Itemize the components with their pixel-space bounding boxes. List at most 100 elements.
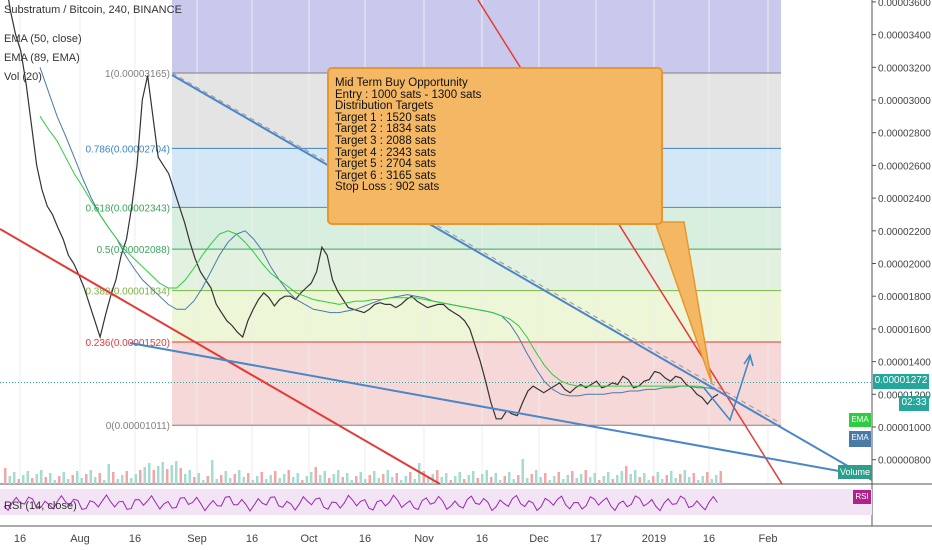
volume-bar <box>179 468 182 484</box>
volume-bar <box>31 478 34 484</box>
x-axis: 16 Aug 16 Sep 16 Oct 16 Nov 16 Dec 17 2019 16 Feb <box>14 533 778 545</box>
volume-bar <box>373 471 376 484</box>
y-tick-label: 0.00003600 <box>878 0 931 9</box>
volume-bar <box>265 479 268 484</box>
volume-bar <box>436 470 439 484</box>
fib-label: 0.236(0.00001520) <box>85 338 170 349</box>
volume-bar <box>652 476 655 484</box>
y-tick-label: 0.00002800 <box>878 129 931 140</box>
volume-bar <box>62 472 65 484</box>
volume-bar <box>328 478 331 484</box>
y-tick-label: 0.00003000 <box>878 96 931 107</box>
projection-arrow <box>703 356 751 422</box>
volume-bar <box>674 478 677 484</box>
volume-bar <box>710 479 713 484</box>
volume-bar <box>184 474 187 484</box>
volume-bar <box>422 471 425 484</box>
volume-bar <box>296 473 299 484</box>
volume-bar <box>287 470 290 484</box>
x-tick-label: Oct <box>300 533 317 545</box>
volume-bar <box>220 475 223 484</box>
y-tick-label: 0.00001400 <box>878 358 931 369</box>
volume-bar <box>157 466 160 484</box>
volume-bar <box>571 471 574 484</box>
y-tick-label: 0.00001600 <box>878 325 931 336</box>
ema50-line <box>39 67 716 397</box>
callout-line: Target 3 : 2088 sats <box>335 134 437 147</box>
callout-line: Distribution Targets <box>335 100 434 113</box>
callout-line: Mid Term Buy Opportunity <box>335 77 468 89</box>
volume-bar <box>202 480 205 484</box>
y-tick-label: 0.00001000 <box>878 423 931 434</box>
y-tick-label: 0.00003400 <box>878 31 931 42</box>
x-tick-label: 16 <box>246 533 258 545</box>
volume-bar <box>152 470 155 484</box>
volume-bar <box>8 476 11 484</box>
y-tick-label: 0.00002400 <box>878 194 931 205</box>
volume-bar <box>553 476 556 484</box>
volume-bar <box>607 472 610 484</box>
volume-bar <box>472 471 475 484</box>
x-tick-label: 17 <box>590 533 602 545</box>
arrow-head <box>743 353 754 367</box>
volume-bar <box>35 474 38 484</box>
volume-bar <box>400 480 403 484</box>
volume-bar <box>283 474 286 484</box>
volume-bar <box>683 470 686 484</box>
volume-bar <box>382 474 385 484</box>
ema50-legend[interactable]: EMA (50, close) <box>4 33 82 45</box>
rsi-legend[interactable]: RSI (14, close) <box>4 500 77 512</box>
volume-bar <box>499 480 502 484</box>
volume-bar <box>71 475 74 484</box>
volume-bar <box>67 479 70 484</box>
volume-bar <box>620 471 623 484</box>
blue-resistance-line <box>171 74 873 481</box>
volume-bar <box>355 476 358 484</box>
callout-line: Target 1 : 1520 sats <box>335 111 437 124</box>
volume-bar <box>103 480 106 484</box>
volume-bar <box>562 479 565 484</box>
volume-bar <box>44 477 47 484</box>
y-tick-label: 0.00003200 <box>878 63 931 74</box>
volume-legend[interactable]: Vol (20) <box>4 71 42 83</box>
volume-bars <box>4 459 722 484</box>
fib-label: 0.5(0.00002088) <box>97 245 170 256</box>
volume-bar <box>454 476 457 484</box>
ema-green-tag: EMA <box>849 413 871 427</box>
volume-bar <box>719 471 722 484</box>
volume-bar <box>49 473 52 484</box>
volume-bar <box>661 479 664 484</box>
volume-bar <box>224 471 227 484</box>
volume-bar <box>211 460 214 484</box>
volume-bar <box>697 480 700 484</box>
x-tick-label: 16 <box>129 533 141 545</box>
red-trendline-lower <box>0 228 441 485</box>
x-tick-label: 16 <box>14 533 26 545</box>
volume-bar <box>323 471 326 484</box>
volume-bar <box>292 477 295 484</box>
volume-bar <box>409 472 412 484</box>
volume-bar <box>494 473 497 484</box>
volume-bar <box>278 478 281 484</box>
volume-bar <box>706 472 709 484</box>
fib-label: 0(0.00001011) <box>106 421 170 432</box>
x-tick-label: Dec <box>529 533 549 545</box>
ema89-line <box>39 116 715 389</box>
volume-bar <box>305 476 308 484</box>
volume-bar <box>346 473 349 484</box>
ema89-legend[interactable]: EMA (89, EMA) <box>4 52 80 64</box>
volume-bar <box>481 474 484 484</box>
fib-levels: 1(0.00003165) 0.786(0.00002704) 0.618(0.00… <box>0 69 872 432</box>
volume-bar <box>535 470 538 484</box>
callout-line: Stop Loss : 902 sats <box>335 181 440 194</box>
fib-band <box>172 341 781 426</box>
volume-bar <box>274 471 277 484</box>
rsi-tag: RSI <box>853 490 871 504</box>
countdown-tag: 02:33 <box>899 396 929 411</box>
volume-bar <box>89 470 92 484</box>
volume-bar <box>490 477 493 484</box>
volume-bar <box>76 471 79 484</box>
volume-bar <box>98 473 101 484</box>
volume-bar <box>485 470 488 484</box>
